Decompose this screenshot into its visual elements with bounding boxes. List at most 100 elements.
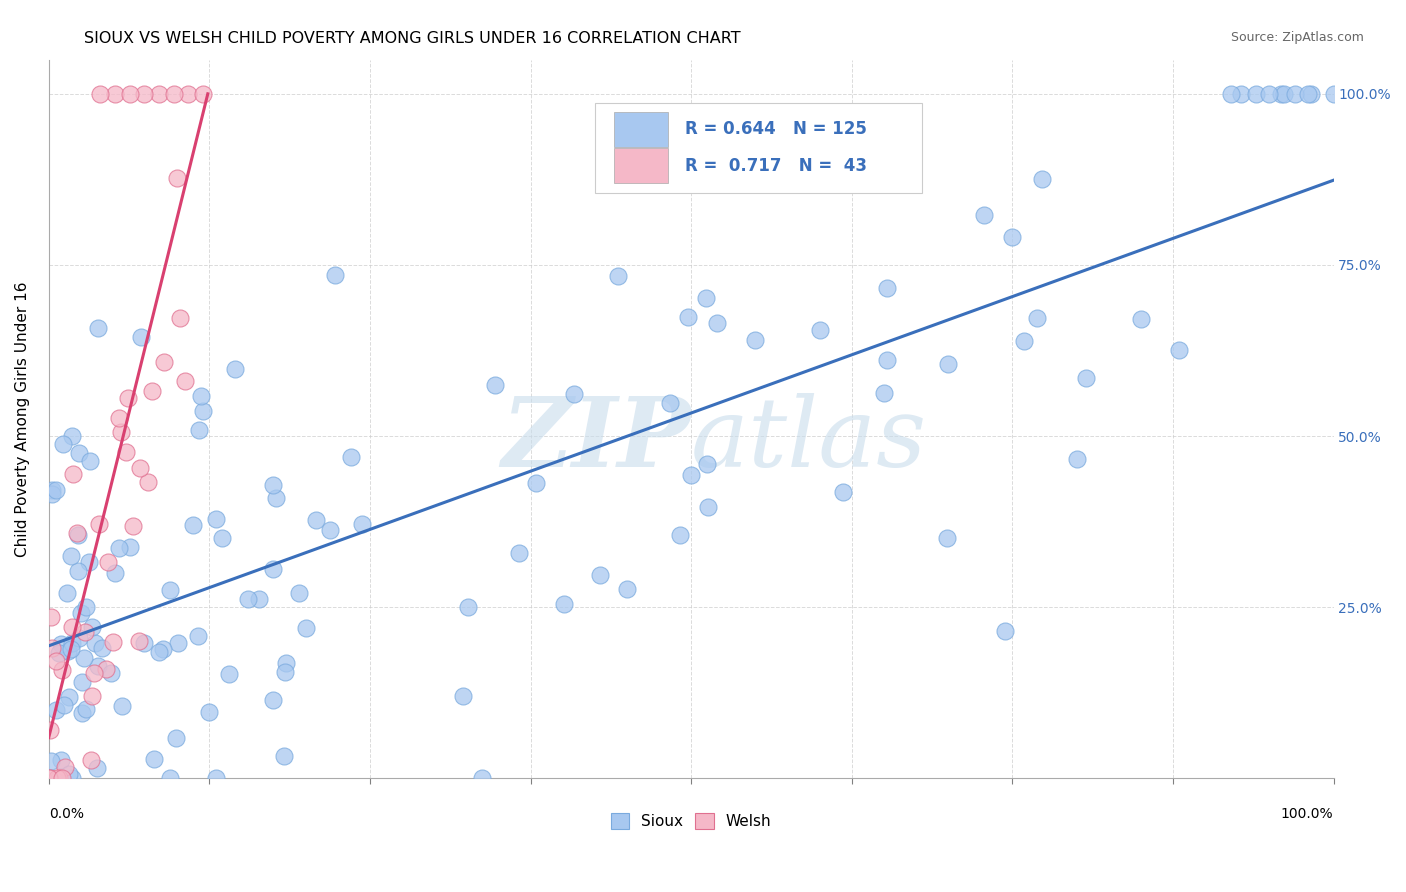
Point bbox=[108, 541, 131, 556]
Point bbox=[1322, 87, 1344, 101]
Point bbox=[188, 423, 211, 437]
Point bbox=[91, 641, 114, 656]
Point bbox=[58, 690, 80, 705]
Point bbox=[108, 411, 131, 425]
Point bbox=[676, 310, 699, 324]
Text: 100.0%: 100.0% bbox=[1281, 807, 1333, 821]
Point bbox=[134, 87, 156, 101]
Text: Source: ZipAtlas.com: Source: ZipAtlas.com bbox=[1230, 31, 1364, 45]
Point bbox=[218, 667, 240, 681]
Point bbox=[193, 404, 215, 418]
Point bbox=[128, 633, 150, 648]
Point bbox=[484, 377, 506, 392]
Point bbox=[553, 597, 575, 611]
Point bbox=[51, 664, 73, 678]
Point bbox=[264, 491, 287, 505]
Point bbox=[66, 525, 89, 540]
Point bbox=[273, 748, 295, 763]
Point bbox=[198, 706, 221, 720]
Point bbox=[1168, 343, 1191, 357]
FancyBboxPatch shape bbox=[595, 103, 922, 193]
Point bbox=[129, 330, 152, 344]
Point bbox=[110, 425, 132, 439]
Point bbox=[224, 362, 246, 376]
Point bbox=[58, 766, 80, 780]
Point bbox=[45, 703, 67, 717]
Point bbox=[1274, 87, 1296, 101]
Point bbox=[60, 636, 83, 650]
Point bbox=[876, 281, 898, 295]
Point bbox=[876, 353, 898, 368]
Point bbox=[994, 624, 1017, 639]
Point bbox=[136, 475, 159, 489]
Point bbox=[187, 629, 209, 643]
Point bbox=[607, 269, 630, 284]
Point bbox=[304, 513, 326, 527]
Point bbox=[1244, 87, 1267, 101]
Point bbox=[60, 429, 83, 443]
Point bbox=[80, 620, 103, 634]
Text: SIOUX VS WELSH CHILD POVERTY AMONG GIRLS UNDER 16 CORRELATION CHART: SIOUX VS WELSH CHILD POVERTY AMONG GIRLS… bbox=[84, 31, 741, 46]
Point bbox=[77, 555, 100, 569]
Point bbox=[73, 651, 96, 665]
Point bbox=[121, 519, 143, 533]
Point bbox=[70, 675, 93, 690]
Point bbox=[70, 706, 93, 720]
Point bbox=[101, 635, 124, 649]
Point bbox=[1219, 87, 1241, 101]
Point bbox=[340, 450, 363, 465]
Point bbox=[69, 607, 91, 621]
Point bbox=[94, 662, 117, 676]
Point bbox=[51, 753, 73, 767]
Point bbox=[247, 591, 270, 606]
FancyBboxPatch shape bbox=[614, 112, 668, 147]
Point bbox=[273, 665, 295, 679]
Point bbox=[936, 531, 959, 545]
Point bbox=[41, 755, 63, 769]
Point bbox=[148, 87, 170, 101]
Point bbox=[873, 386, 896, 401]
Point bbox=[60, 619, 83, 633]
Point bbox=[1284, 87, 1306, 101]
Point bbox=[262, 562, 284, 576]
Point bbox=[744, 333, 766, 347]
Point bbox=[56, 586, 79, 600]
Point bbox=[45, 771, 67, 785]
Point bbox=[62, 467, 84, 482]
Point bbox=[104, 87, 127, 101]
Point bbox=[41, 483, 63, 497]
Point bbox=[1031, 171, 1053, 186]
Point bbox=[204, 771, 226, 785]
Point bbox=[111, 698, 134, 713]
Text: R =  0.717   N =  43: R = 0.717 N = 43 bbox=[685, 157, 866, 175]
Point bbox=[114, 445, 136, 459]
Point bbox=[152, 642, 174, 657]
Point bbox=[294, 621, 316, 635]
Point bbox=[39, 771, 62, 785]
Point bbox=[79, 454, 101, 468]
Point bbox=[66, 564, 89, 578]
Point bbox=[67, 446, 90, 460]
Point bbox=[451, 689, 474, 703]
Point bbox=[52, 436, 75, 450]
Text: ZIP: ZIP bbox=[502, 393, 692, 487]
Point bbox=[153, 355, 176, 369]
Point bbox=[695, 292, 717, 306]
Point bbox=[508, 545, 530, 559]
Point bbox=[45, 483, 67, 497]
Point bbox=[706, 316, 728, 330]
Point bbox=[87, 659, 110, 673]
Point bbox=[117, 391, 139, 405]
Point bbox=[681, 468, 703, 483]
Point bbox=[41, 641, 63, 656]
Point bbox=[39, 609, 62, 624]
Point bbox=[49, 637, 72, 651]
Point bbox=[159, 582, 181, 597]
Point bbox=[1066, 452, 1088, 467]
Point bbox=[191, 87, 214, 101]
Point bbox=[89, 87, 111, 101]
Text: 0.0%: 0.0% bbox=[49, 807, 84, 821]
Point bbox=[162, 87, 184, 101]
Point bbox=[66, 527, 89, 541]
Point bbox=[319, 523, 342, 537]
